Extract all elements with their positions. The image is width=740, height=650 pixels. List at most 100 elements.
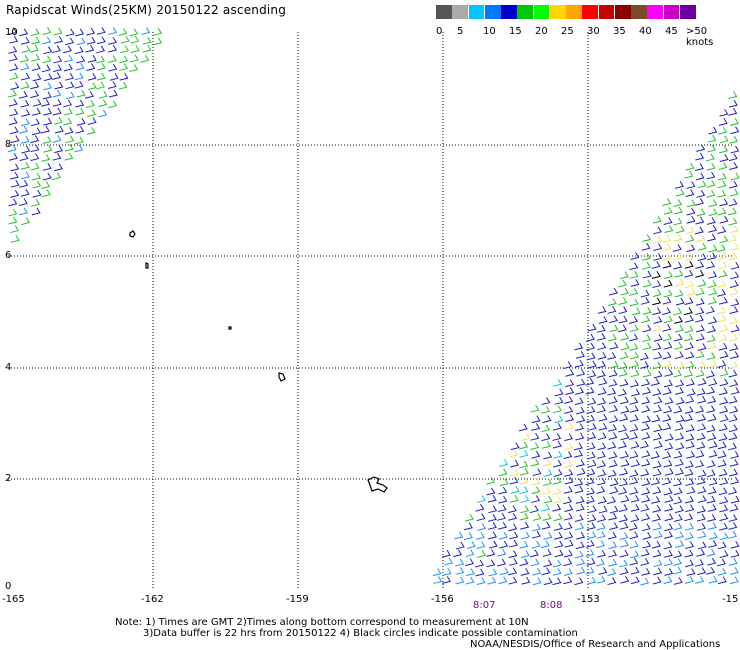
island-outline [278,372,286,382]
wind-barb [52,98,62,107]
wind-barb [673,199,683,207]
wind-barb [596,370,606,378]
wind-barb [519,558,529,567]
wind-barb [664,513,674,522]
wind-barb [663,541,673,550]
wind-barb [728,217,738,226]
wind-barb [31,172,41,181]
wind-barb [708,271,718,279]
wind-barb [564,539,574,548]
wind-barb [717,226,727,235]
wind-barb [719,378,729,387]
wind-barb [564,469,574,477]
wind-barb [10,179,20,188]
wind-barb [86,36,96,45]
wind-barb [499,478,509,487]
wind-barb [629,324,639,333]
wind-barb [598,377,608,386]
wind-barb [673,333,683,342]
wind-barb [694,559,704,567]
wind-barb [706,334,716,343]
wind-barb [653,424,663,433]
wind-barb [662,307,671,316]
wind-barb [708,540,718,548]
wind-barb [608,558,618,567]
wind-barb [674,351,684,360]
wind-barb [510,459,520,468]
wind-barb [697,253,707,262]
wind-barb [686,486,696,495]
wind-barb [652,549,662,558]
wind-barb [706,460,716,468]
wind-barb [642,540,651,549]
wind-barb [597,469,607,478]
wind-barb [641,523,651,532]
wind-barb [728,333,738,342]
wind-barb [631,459,641,468]
wind-barb [519,449,529,458]
wind-barb [684,532,694,540]
wind-barb [718,487,728,496]
wind-barb [718,261,728,270]
wind-barb [86,109,96,118]
wind-barb [684,269,694,278]
wind-barb [618,368,628,377]
wind-barb [20,118,30,127]
wind-barb [564,476,574,485]
wind-barb [685,433,695,442]
wind-barb [697,495,707,503]
wind-barb [664,369,674,377]
wind-barb [730,324,740,333]
lat-tick-label: 4 [5,362,12,373]
wind-barb [607,387,617,396]
wind-barb [531,540,541,549]
wind-barb [619,351,629,360]
wind-barb [730,126,740,135]
wind-barb [9,108,19,117]
wind-barb [574,342,584,351]
wind-barb [675,415,685,423]
wind-barb [728,180,738,189]
wind-barb [554,397,564,405]
wind-barb [563,512,573,521]
wind-barb [708,199,718,208]
wind-barb [629,469,639,478]
wind-barb [641,334,651,343]
wind-barb [63,117,73,126]
wind-barb [719,414,729,423]
wind-barb [673,206,683,215]
wind-barb [717,189,727,198]
wind-barb [519,467,529,476]
wind-barb [585,549,595,557]
wind-barb [21,45,31,53]
wind-barb [563,576,573,585]
wind-barb [651,414,661,423]
wind-barb [719,368,729,377]
wind-barb [565,369,575,377]
wind-barb [21,72,30,81]
wind-barb [717,288,726,297]
wind-barb [87,72,97,81]
wind-barb [520,550,530,559]
wind-barb [706,386,716,395]
wind-barb [618,297,628,306]
wind-barb [718,423,728,432]
wind-barb [673,405,683,414]
wind-barb [629,414,639,423]
wind-barb [630,279,640,287]
wind-barb [575,459,585,468]
wind-barb [587,459,597,468]
wind-barb [532,567,542,576]
wind-barb [641,378,650,387]
wind-barb [585,539,595,548]
wind-barb [718,252,728,260]
wind-barb [119,72,129,81]
wind-barb [653,370,663,379]
wind-barb [573,442,583,451]
wind-barb [42,172,52,181]
wind-barb [575,503,585,512]
wind-barb [575,406,585,415]
wind-barb [617,388,627,397]
wind-barb [9,153,18,161]
wind-barb [719,397,729,405]
